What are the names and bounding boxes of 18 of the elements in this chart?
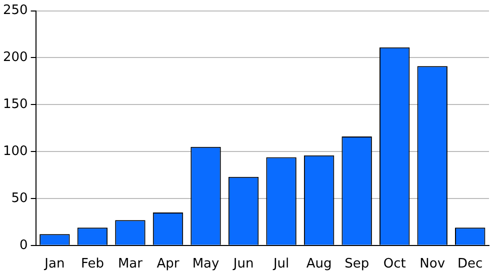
y-tick-label: 100 xyxy=(2,144,28,159)
x-tick-label: Jun xyxy=(232,256,254,272)
x-tick-label: Dec xyxy=(458,256,483,272)
y-tick-label: 150 xyxy=(2,97,28,112)
y-tick-label: 250 xyxy=(2,3,28,18)
x-tick-label: Aug xyxy=(306,256,332,272)
y-tick-label: 50 xyxy=(11,190,28,206)
x-tick-label: Jan xyxy=(44,256,65,272)
x-tick-label: May xyxy=(192,256,220,272)
x-tick-label: Mar xyxy=(118,256,144,272)
y-tick-label: 200 xyxy=(2,50,28,66)
y-tick-label: 0 xyxy=(20,238,28,253)
x-tick-label: Feb xyxy=(80,256,104,272)
x-tick-label: Nov xyxy=(420,256,446,272)
x-tick-label: Sep xyxy=(344,256,370,272)
x-tick-label: Apr xyxy=(156,256,180,272)
x-tick-label: Oct xyxy=(383,256,406,272)
x-tick-label: Jul xyxy=(272,256,290,272)
